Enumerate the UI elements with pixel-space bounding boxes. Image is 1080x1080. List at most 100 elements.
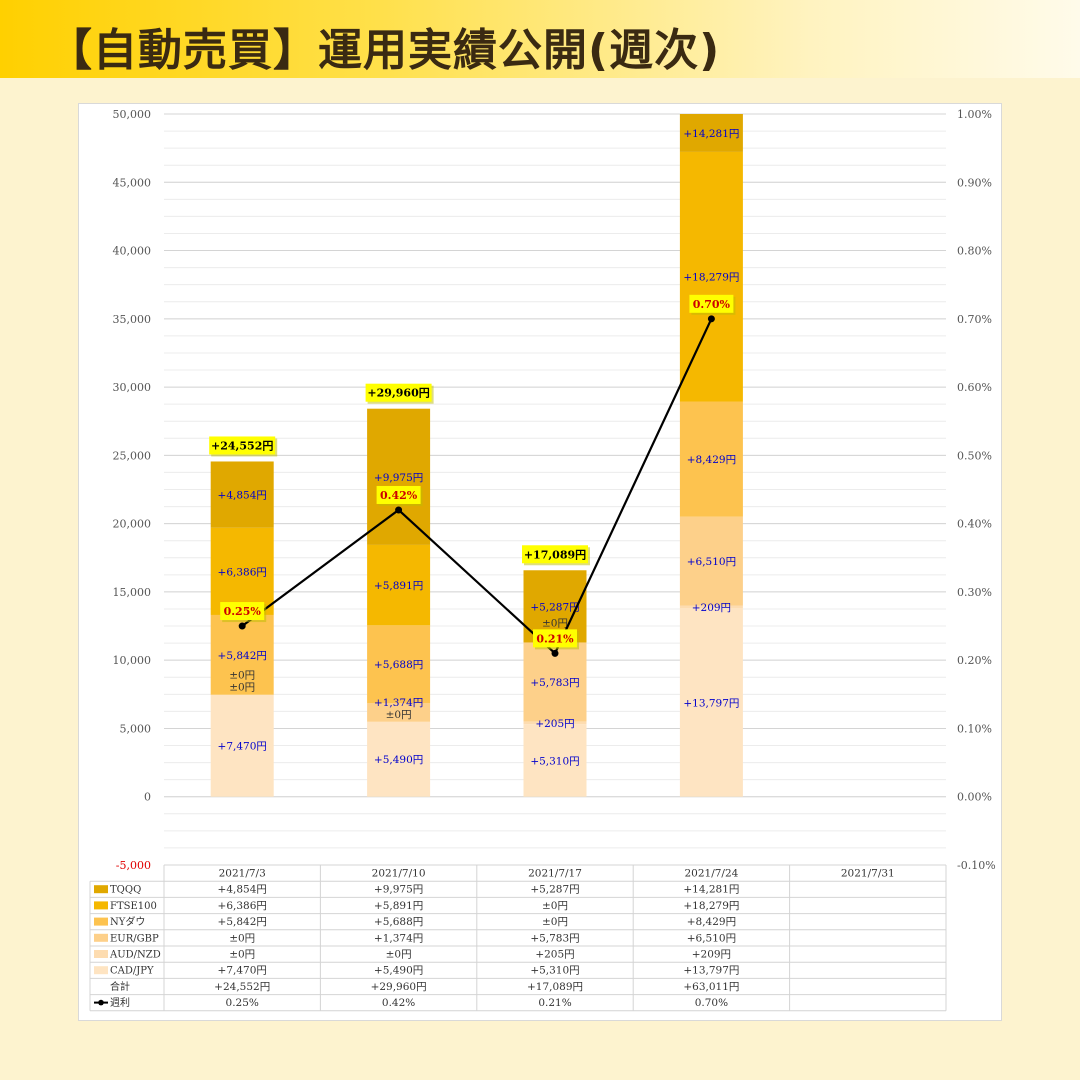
total-label: +24,552円 bbox=[211, 439, 273, 452]
y2-tick-label: 0.30% bbox=[957, 586, 992, 599]
bar-value-label: +205円 bbox=[535, 718, 574, 730]
y-tick-label: 45,000 bbox=[113, 176, 152, 189]
bar-value-label: ±0円 bbox=[542, 617, 568, 629]
table-cell: ±0円 bbox=[542, 916, 568, 928]
table-cell: +7,470円 bbox=[218, 965, 267, 977]
y-tick-label: 20,000 bbox=[113, 518, 152, 531]
bar-value-label: +4,854円 bbox=[218, 490, 267, 502]
y2-tick-label: 0.50% bbox=[957, 449, 992, 462]
y2-tick-label: 0.60% bbox=[957, 381, 992, 394]
bar-segment bbox=[210, 461, 274, 528]
total-label: +17,089円 bbox=[524, 548, 586, 561]
legend-label: FTSE100 bbox=[110, 901, 157, 912]
bar-value-label: +5,310円 bbox=[530, 755, 579, 767]
legend-label: 週利 bbox=[110, 997, 130, 1009]
table-cell: +5,783円 bbox=[530, 932, 579, 944]
table-cell: +63,011円 bbox=[683, 981, 739, 993]
pct-label: 0.25% bbox=[224, 605, 262, 618]
total-label: +29,960円 bbox=[367, 387, 429, 400]
y2-tick-label: 0.40% bbox=[957, 518, 992, 531]
weekly-return-point bbox=[238, 622, 246, 630]
y-tick-label: 10,000 bbox=[113, 654, 152, 667]
bar-value-label: +13,797円 bbox=[683, 698, 739, 710]
bar-segment bbox=[679, 114, 743, 152]
pct-label-box bbox=[533, 629, 577, 648]
table-cell: +17,089円 bbox=[527, 981, 583, 993]
bar-value-label: ±0円 bbox=[229, 682, 255, 694]
table-cell: +205円 bbox=[535, 949, 574, 961]
weekly-return-point bbox=[551, 649, 559, 657]
legend-swatch bbox=[94, 933, 108, 942]
bar-segment bbox=[679, 605, 743, 609]
bar-segment bbox=[679, 516, 743, 606]
y2-tick-label: 0.70% bbox=[957, 313, 992, 326]
y-tick-label: 30,000 bbox=[113, 381, 152, 394]
y2-tick-label: 0.80% bbox=[957, 245, 992, 258]
bar-value-label: ±0円 bbox=[386, 709, 412, 721]
bar-segment bbox=[679, 401, 743, 517]
table-cell: +5,310円 bbox=[530, 965, 579, 977]
table-cell: +13,797円 bbox=[683, 965, 739, 977]
bar-value-label: ±0円 bbox=[229, 670, 255, 682]
page-title: 【自動売買】運用実績公開(週次) bbox=[48, 25, 721, 76]
table-cell: +5,891円 bbox=[374, 900, 423, 912]
bar-value-label: +5,287円 bbox=[530, 601, 579, 613]
table-cell: +29,960円 bbox=[371, 981, 427, 993]
legend-label: CAD/JPY bbox=[110, 966, 154, 977]
table-cell: +209円 bbox=[692, 949, 731, 961]
bar-segment bbox=[367, 544, 431, 626]
table-cell: ±0円 bbox=[229, 949, 255, 961]
y-tick-label: 40,000 bbox=[113, 245, 152, 258]
legend-swatch bbox=[94, 901, 108, 910]
y2-tick-label: 0.90% bbox=[957, 176, 992, 189]
header-banner: 【自動売買】運用実績公開(週次) bbox=[0, 0, 1080, 78]
table-cell: ±0円 bbox=[386, 949, 412, 961]
x-category-label: 2021/7/17 bbox=[528, 868, 582, 880]
table-cell: 0.70% bbox=[695, 997, 728, 1009]
weekly-return-point bbox=[707, 315, 715, 323]
bar-value-label: +18,279円 bbox=[683, 272, 739, 284]
table-cell: +6,510円 bbox=[687, 932, 736, 944]
bar-segment bbox=[679, 608, 743, 797]
y2-tick-label: 0.10% bbox=[957, 722, 992, 735]
legend-swatch bbox=[94, 950, 108, 958]
y-tick-label: -5,000 bbox=[116, 859, 151, 872]
y-tick-label: 35,000 bbox=[113, 313, 152, 326]
y2-tick-label: -0.10% bbox=[957, 859, 996, 872]
bar-value-label: +6,386円 bbox=[218, 566, 267, 578]
y-tick-label: 0 bbox=[144, 791, 151, 804]
bar-value-label: +5,490円 bbox=[374, 754, 423, 766]
pct-label-box bbox=[220, 602, 265, 621]
legend-label: EUR/GBP bbox=[110, 933, 159, 944]
y-tick-label: 15,000 bbox=[113, 586, 152, 599]
table-cell: 0.42% bbox=[382, 997, 415, 1009]
bar-segment bbox=[367, 721, 431, 797]
table-cell: +9,975円 bbox=[374, 884, 423, 896]
bar-segment bbox=[367, 408, 431, 545]
bar-value-label: +5,842円 bbox=[218, 650, 267, 662]
bar-value-label: +5,891円 bbox=[374, 580, 423, 592]
table-cell: +8,429円 bbox=[687, 916, 736, 928]
y2-tick-label: 0.00% bbox=[957, 791, 992, 804]
table-cell: +6,386円 bbox=[218, 900, 267, 912]
total-label-box bbox=[209, 436, 276, 455]
table-cell: 0.21% bbox=[538, 997, 571, 1009]
bar-value-label: +7,470円 bbox=[218, 741, 267, 753]
x-category-label: 2021/7/3 bbox=[219, 868, 266, 880]
bar-value-label: +5,783円 bbox=[530, 677, 579, 689]
x-category-label: 2021/7/10 bbox=[372, 868, 426, 880]
table-cell: +5,688円 bbox=[374, 916, 423, 928]
legend-swatch bbox=[94, 885, 108, 894]
y-tick-label: 5,000 bbox=[120, 722, 152, 735]
table-cell: +18,279円 bbox=[683, 900, 739, 912]
bar-segment bbox=[367, 703, 431, 722]
legend-line-marker bbox=[98, 999, 104, 1006]
y2-tick-label: 1.00% bbox=[957, 108, 992, 121]
table-cell: +5,287円 bbox=[530, 884, 579, 896]
bar-value-label: +209円 bbox=[692, 602, 731, 614]
x-category-label: 2021/7/24 bbox=[684, 868, 738, 880]
total-label-box bbox=[365, 383, 432, 402]
legend-label: NYダウ bbox=[110, 915, 145, 928]
legend-label: 合計 bbox=[110, 980, 130, 993]
